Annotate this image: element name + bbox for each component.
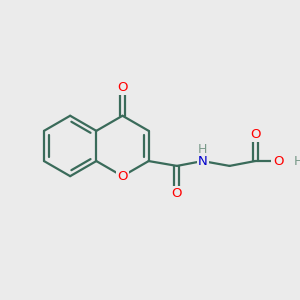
Text: H: H bbox=[293, 154, 300, 168]
Text: O: O bbox=[117, 170, 128, 183]
Text: N: N bbox=[198, 154, 208, 168]
Text: H: H bbox=[198, 143, 207, 156]
Text: O: O bbox=[117, 81, 128, 94]
Text: O: O bbox=[274, 154, 284, 168]
Text: O: O bbox=[172, 187, 182, 200]
Text: O: O bbox=[250, 128, 260, 141]
